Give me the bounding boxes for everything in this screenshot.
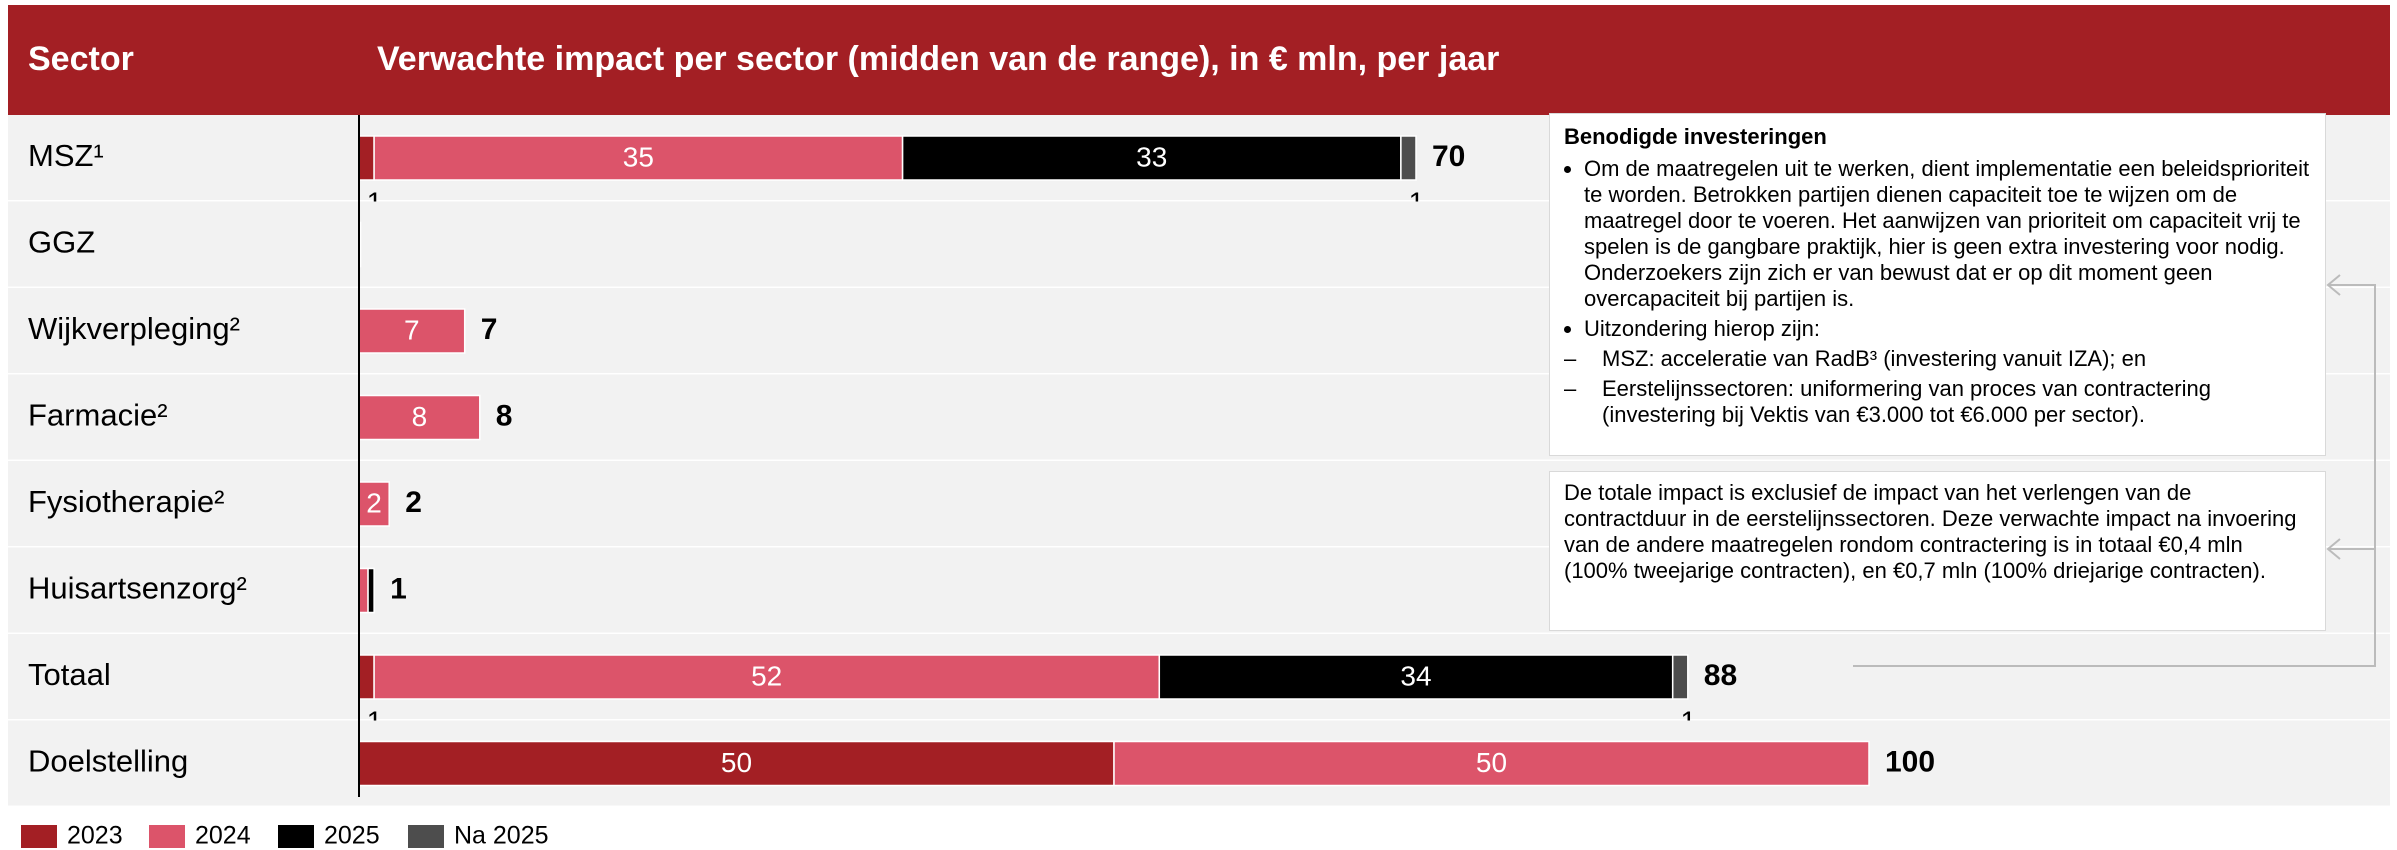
note-panel: De totale impact is exclusief de impact … bbox=[1549, 471, 2326, 631]
bar-segment bbox=[1400, 135, 1417, 181]
sub-bullet: Eerstelijnssectoren: uniformering van pr… bbox=[1602, 376, 2311, 428]
legend-label: Na 2025 bbox=[454, 822, 549, 850]
total-label: 8 bbox=[496, 399, 513, 432]
bar-segment bbox=[358, 740, 1115, 787]
bar-segment bbox=[1671, 654, 1689, 700]
legend-label: 2025 bbox=[324, 822, 380, 850]
value-label: 2 bbox=[366, 487, 382, 518]
bar-segment bbox=[358, 135, 375, 181]
legend-label: 2024 bbox=[195, 822, 251, 850]
connector bbox=[1853, 284, 2376, 667]
value-label: 7 bbox=[404, 314, 420, 345]
bullet-list: Om de maatregelen uit te werken, dient i… bbox=[1564, 156, 2311, 342]
category-label: Fysiotherapie² bbox=[28, 484, 224, 519]
chart-title: Verwachte impact per sector (midden van … bbox=[377, 40, 1499, 78]
bar-segment bbox=[367, 567, 375, 614]
bar-segment bbox=[358, 654, 375, 700]
category-label: Totaal bbox=[28, 657, 111, 692]
legend-swatch bbox=[278, 825, 314, 848]
sub-bullet: MSZ: acceleratie van RadB³ (investering … bbox=[1602, 346, 2311, 372]
value-label: 52 bbox=[751, 660, 782, 691]
category-label: Farmacie² bbox=[28, 398, 168, 433]
total-label: 7 bbox=[481, 313, 498, 346]
legend-swatch bbox=[21, 825, 57, 848]
value-label: 50 bbox=[721, 747, 752, 778]
total-label: 88 bbox=[1704, 659, 1737, 692]
category-label: MSZ¹ bbox=[28, 138, 104, 173]
investments-panel: Benodigde investeringen Om de maatregele… bbox=[1549, 113, 2326, 456]
total-label: 100 bbox=[1885, 745, 1935, 778]
category-label: Wijkverpleging² bbox=[28, 311, 240, 346]
category-label: Doelstelling bbox=[28, 744, 188, 779]
value-label: 34 bbox=[1400, 660, 1431, 691]
sub-bullet-list: MSZ: acceleratie van RadB³ (investering … bbox=[1564, 346, 2311, 428]
header-band bbox=[8, 5, 2390, 115]
value-label: 35 bbox=[623, 141, 654, 172]
bullet: Om de maatregelen uit te werken, dient i… bbox=[1584, 156, 2311, 312]
bar-segment bbox=[1113, 740, 1870, 787]
total-label: 70 bbox=[1432, 140, 1465, 173]
category-label: GGZ bbox=[28, 225, 95, 260]
value-label: 8 bbox=[412, 401, 428, 432]
category-header: Sector bbox=[28, 40, 134, 78]
legend-swatch bbox=[408, 825, 444, 848]
bullet: Uitzondering hierop zijn: bbox=[1584, 316, 2311, 342]
value-label: 50 bbox=[1476, 747, 1507, 778]
arrowhead bbox=[2326, 538, 2341, 560]
legend-swatch bbox=[149, 825, 185, 848]
value-label: 33 bbox=[1136, 141, 1167, 172]
bar-segment bbox=[373, 654, 1161, 700]
panel-title: Benodigde investeringen bbox=[1564, 124, 1827, 149]
arrowhead bbox=[2326, 274, 2341, 296]
bar-segment bbox=[358, 481, 390, 527]
total-label: 2 bbox=[405, 486, 422, 519]
category-label: Huisartsenzorg² bbox=[28, 571, 247, 606]
legend-label: 2023 bbox=[67, 822, 123, 850]
total-label: 1 bbox=[390, 572, 407, 605]
bar-segment bbox=[358, 308, 466, 354]
bar-segment bbox=[358, 567, 369, 614]
